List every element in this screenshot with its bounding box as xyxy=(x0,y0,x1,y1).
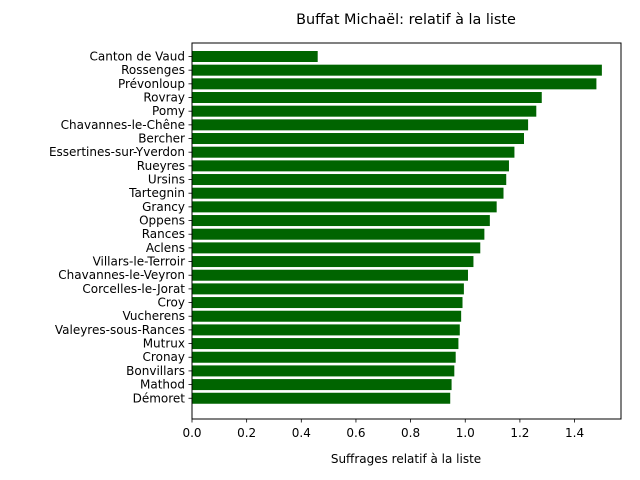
x-tick-label: 0.8 xyxy=(401,426,420,440)
bar xyxy=(192,64,602,76)
x-tick-label: 0.2 xyxy=(237,426,256,440)
bar xyxy=(192,201,497,213)
y-tick-label: Valeyres-sous-Rances xyxy=(55,323,185,337)
y-tick-label: Cronay xyxy=(143,350,185,364)
x-tick-label: 0.0 xyxy=(182,426,201,440)
y-tick-label: Vucherens xyxy=(123,309,186,323)
bar xyxy=(192,187,504,199)
bar xyxy=(192,133,524,145)
y-tick-label: Mutrux xyxy=(143,337,185,351)
y-tick-label: Rovray xyxy=(143,91,185,105)
chart-title: Buffat Michaël: relatif à la liste xyxy=(296,12,516,28)
bars-group xyxy=(192,51,602,404)
bar xyxy=(192,242,481,254)
y-tick-label: Chavannes-le-Veyron xyxy=(58,268,185,282)
y-tick-label: Rossenges xyxy=(121,63,185,77)
y-tick-label: Aclens xyxy=(146,241,185,255)
bar xyxy=(192,174,507,186)
bar xyxy=(192,51,318,62)
bar xyxy=(192,351,456,363)
y-tick-label: Ursins xyxy=(148,173,185,187)
y-tick-label: Oppens xyxy=(139,214,185,228)
y-tick-label: Croy xyxy=(158,296,186,310)
y-tick-label: Villars-le-Terroir xyxy=(93,255,186,269)
bar xyxy=(192,146,515,158)
x-axis-label: Suffrages relatif à la liste xyxy=(331,452,481,466)
y-tick-label: Tartegnin xyxy=(128,186,185,200)
plot-frame xyxy=(191,42,622,420)
x-ticks: 0.0 0.2 0.4 0.6 0.8 1.0 1.2 1.4 xyxy=(182,419,584,440)
y-tick-label: Prévonloup xyxy=(118,77,185,91)
y-tick-label: Bercher xyxy=(138,132,185,146)
y-tick-label: Canton de Vaud xyxy=(90,50,185,64)
y-tick-label: Mathod xyxy=(140,378,185,392)
bar xyxy=(192,379,452,391)
bar xyxy=(192,365,455,377)
y-tick-label: Bonvillars xyxy=(126,364,185,378)
x-tick-label: 1.0 xyxy=(456,426,475,440)
bar xyxy=(192,228,485,240)
bar xyxy=(192,324,460,336)
bar xyxy=(192,283,464,295)
y-tick-labels: Canton de VaudRossengesPrévonloupRovrayP… xyxy=(49,50,192,405)
y-tick-label: Essertines-sur-Yverdon xyxy=(49,145,185,159)
y-tick-label: Corcelles-le-Jorat xyxy=(82,282,185,296)
bar xyxy=(192,160,509,172)
x-tick-label: 0.4 xyxy=(292,426,311,440)
x-tick-label: 1.2 xyxy=(510,426,529,440)
bar xyxy=(192,119,529,131)
y-tick-label: Chavannes-le-Chêne xyxy=(61,118,185,132)
y-tick-label: Rances xyxy=(142,227,185,241)
bar xyxy=(192,269,468,281)
bar xyxy=(192,297,463,309)
bar xyxy=(192,92,542,104)
y-tick-label: Démoret xyxy=(133,391,186,405)
y-tick-label: Grancy xyxy=(142,200,185,214)
bar xyxy=(192,78,597,90)
y-tick-label: Pomy xyxy=(152,104,185,118)
x-tick-label: 0.6 xyxy=(346,426,365,440)
bar xyxy=(192,256,474,268)
y-tick-label: Rueyres xyxy=(137,159,185,173)
bar xyxy=(192,105,537,117)
bar xyxy=(192,310,462,322)
bar xyxy=(192,338,459,350)
bar xyxy=(192,215,490,227)
x-tick-label: 1.4 xyxy=(565,426,584,440)
bar xyxy=(192,392,451,404)
